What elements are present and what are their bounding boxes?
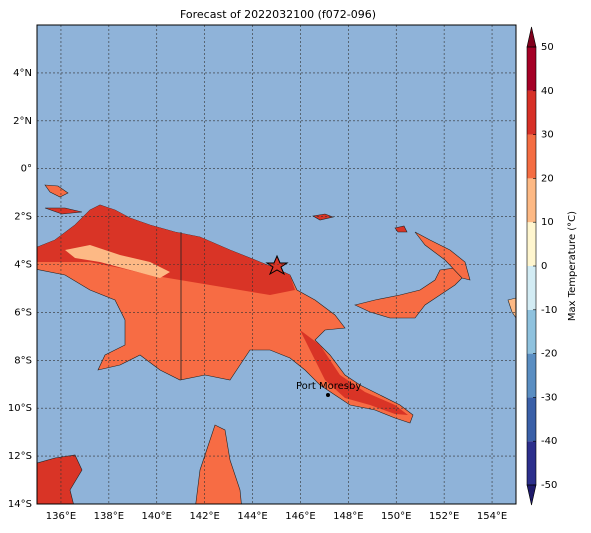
title: Forecast of 2022032100 (f072-096): [180, 8, 376, 21]
colorbar-band: [527, 353, 536, 398]
lon-label: 144°E: [237, 511, 267, 522]
colorbar-tick-label: 0: [541, 261, 547, 272]
lat-label: 8°S: [14, 355, 32, 366]
lat-label: 14°S: [8, 499, 32, 510]
colorbar-label: Max Temperature (°C): [567, 211, 578, 321]
lon-label: 146°E: [285, 511, 315, 522]
colorbar-under: [526, 484, 537, 506]
lon-label: 148°E: [333, 511, 363, 522]
highland: [65, 245, 170, 278]
colorbar-tick-label: -40: [541, 436, 557, 447]
lat-label: 4°S: [14, 260, 32, 271]
lat-label: 2°S: [14, 212, 32, 223]
colorbar-band: [527, 178, 536, 223]
arnhem-land: [37, 454, 83, 504]
colorbar-band: [527, 397, 536, 442]
lat-label: 0°: [21, 164, 32, 175]
island: [394, 225, 408, 233]
lon-label: 138°E: [94, 511, 124, 522]
colorbar-tick-label: -10: [541, 305, 557, 316]
star: [265, 254, 289, 276]
colorbar-tick-label: 10: [541, 217, 554, 228]
lon-label: 142°E: [189, 511, 219, 522]
island: [44, 184, 69, 198]
lon-label: 152°E: [429, 511, 459, 522]
lat-label: 4°N: [13, 68, 32, 79]
island: [312, 213, 335, 221]
lat-label: 10°S: [8, 403, 32, 414]
colorbar-band: [527, 134, 536, 179]
lon-label: 154°E: [477, 511, 507, 522]
colorbar-band: [527, 309, 536, 354]
lon-label: 140°E: [142, 511, 172, 522]
colorbar-tick-label: 30: [541, 130, 554, 141]
colorbar-tick-label: -50: [541, 480, 557, 491]
lon-label: 150°E: [381, 511, 411, 522]
colorbar-tick-label: 50: [541, 42, 554, 53]
colorbar-tick-label: -30: [541, 392, 557, 403]
north-band: [37, 205, 295, 295]
colorbar-over: [526, 26, 537, 48]
island: [507, 297, 516, 319]
map-frame: [36, 24, 517, 505]
lat-label: 2°N: [13, 116, 32, 127]
colorbar-band: [527, 222, 536, 266]
cape-york: [195, 424, 242, 504]
colorbar-tick-label: -20: [541, 349, 557, 360]
lat-label: 12°S: [8, 451, 32, 462]
place-marker: [325, 393, 330, 398]
land: [37, 184, 516, 504]
colorbar-band: [527, 266, 536, 310]
island: [44, 207, 83, 215]
place-label: Port Moresby: [296, 381, 361, 392]
colorbar-tick-label: 20: [541, 173, 554, 184]
colorbar-band: [527, 90, 536, 135]
colorbar-band: [527, 441, 536, 485]
new-ireland: [414, 231, 471, 281]
south-band: [300, 330, 408, 415]
colorbar-tick-label: 40: [541, 86, 554, 97]
lat-label: 6°S: [14, 307, 32, 318]
lon-label: 136°E: [46, 511, 76, 522]
colorbar-band: [527, 47, 536, 91]
